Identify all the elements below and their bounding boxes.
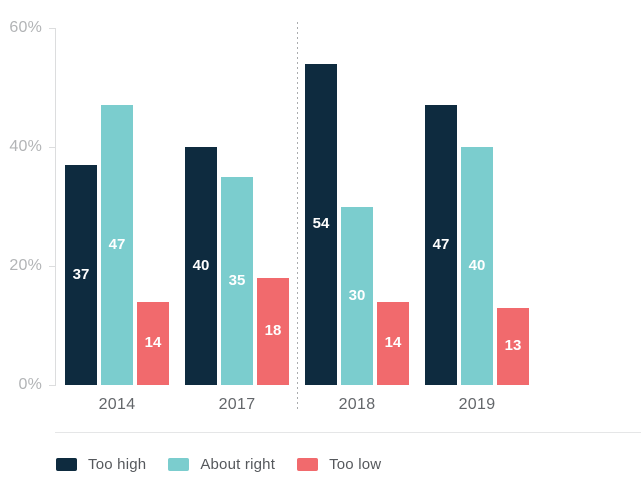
legend-item-too-high: Too high bbox=[56, 456, 146, 473]
bar-too-low-2017 bbox=[257, 277, 289, 385]
legend-swatch-too-low bbox=[297, 458, 319, 471]
bar-too-low-2019 bbox=[497, 307, 529, 385]
bar-about-right-2019 bbox=[461, 147, 493, 385]
y-axis-tick bbox=[49, 28, 55, 29]
bar-value-label: 40 bbox=[192, 257, 210, 274]
bar-about-right-2017 bbox=[221, 176, 253, 385]
x-axis-label-2014: 2014 bbox=[98, 396, 136, 413]
y-axis-line bbox=[55, 28, 56, 386]
bar-value-label: 14 bbox=[144, 334, 162, 352]
period-separator-line bbox=[297, 22, 298, 412]
bar-value-label: 40 bbox=[468, 257, 486, 274]
x-axis-label-2018: 2018 bbox=[338, 396, 376, 413]
bar-value-label: 18 bbox=[264, 322, 282, 340]
y-axis-tick-label: 60% bbox=[9, 19, 42, 36]
y-axis-tick-label: 20% bbox=[9, 257, 42, 274]
x-axis-label-2017: 2017 bbox=[218, 396, 256, 413]
bar-too-high-2019 bbox=[425, 105, 457, 385]
bar-value-label: 47 bbox=[432, 236, 450, 254]
bar-value-label: 47 bbox=[108, 236, 126, 254]
legend-divider-line bbox=[55, 432, 641, 433]
bar-too-low-2014 bbox=[137, 301, 169, 385]
legend-swatch-about-right bbox=[168, 458, 190, 471]
legend-item-about-right: About right bbox=[168, 456, 275, 473]
legend-label: Too low bbox=[329, 456, 382, 473]
bar-value-label: 54 bbox=[312, 215, 330, 233]
bar-too-high-2018 bbox=[305, 63, 337, 385]
bar-value-label: 13 bbox=[504, 337, 522, 355]
legend-swatch-too-high bbox=[56, 458, 77, 471]
bar-value-label: 35 bbox=[228, 271, 246, 289]
y-axis-tick bbox=[49, 147, 55, 148]
x-axis-label-2019: 2019 bbox=[458, 396, 496, 413]
y-axis-tick-label: 40% bbox=[9, 138, 42, 155]
legend: Too high About right Too low bbox=[56, 456, 381, 473]
bar-too-high-2014 bbox=[65, 164, 97, 385]
bar-value-label: 14 bbox=[384, 334, 402, 352]
bar-value-label: 37 bbox=[72, 265, 90, 283]
bar-about-right-2014 bbox=[101, 105, 133, 385]
y-axis-tick bbox=[49, 266, 55, 267]
bar-too-low-2018 bbox=[377, 301, 409, 385]
y-axis-tick-label: 0% bbox=[18, 376, 42, 393]
bar-too-high-2017 bbox=[185, 147, 217, 385]
bar-value-label: 30 bbox=[348, 286, 366, 304]
legend-item-too-low: Too low bbox=[297, 456, 381, 473]
y-axis-tick bbox=[49, 385, 55, 386]
legend-label: About right bbox=[200, 456, 276, 473]
bar-about-right-2018 bbox=[341, 206, 373, 385]
legend-label: Too high bbox=[88, 456, 147, 473]
